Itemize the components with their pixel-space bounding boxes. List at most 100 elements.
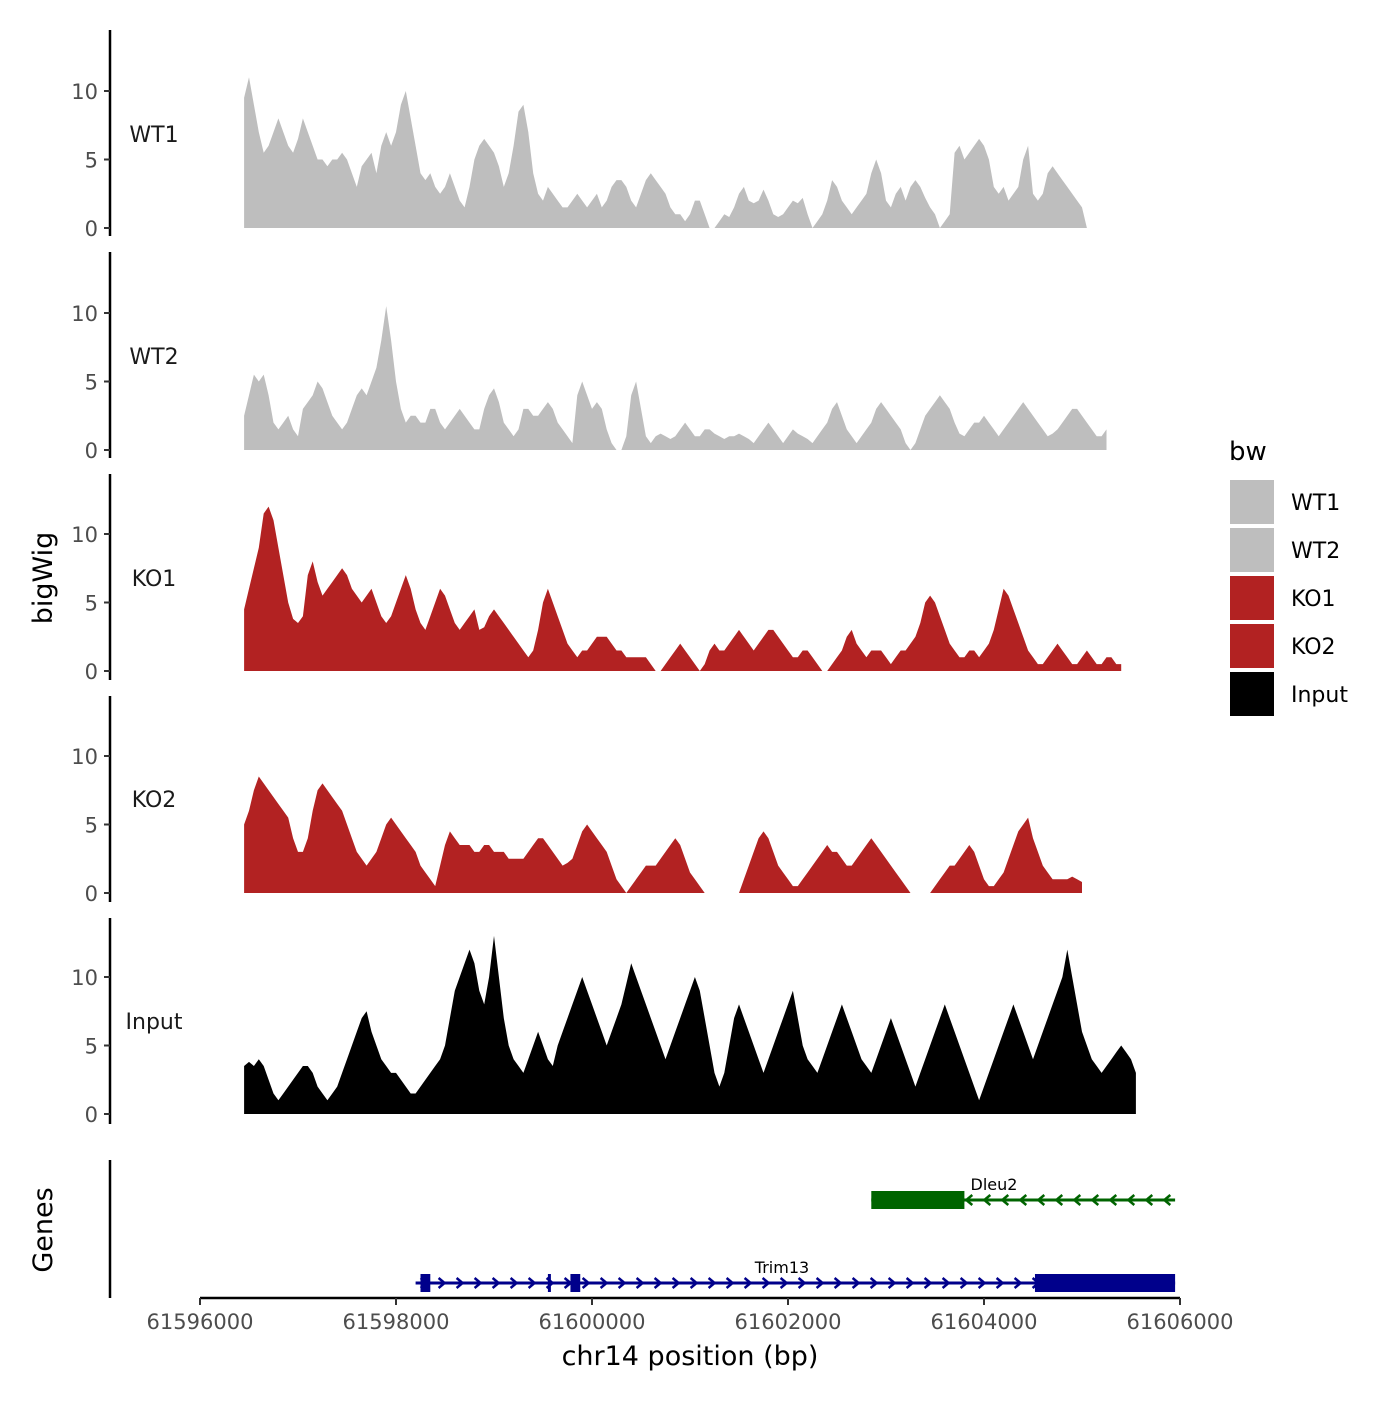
x-tick-label: 61606000 [1127, 1310, 1234, 1334]
strand-arrow [905, 1277, 915, 1289]
strand-arrow [635, 1277, 645, 1289]
track-label-wt1: WT1 [129, 123, 178, 148]
strand-arrow [527, 1277, 537, 1289]
strand-arrow [1018, 1194, 1028, 1206]
strand-arrow [491, 1277, 501, 1289]
strand-arrow [1013, 1277, 1023, 1289]
x-axis: 61596000 61598000 61600000 61602000 61604000… [147, 1296, 1234, 1334]
legend-item-input: Input [1230, 672, 1348, 716]
legend-swatch [1230, 480, 1274, 524]
strand-arrow [1108, 1194, 1118, 1206]
legend-item-wt2: WT2 [1230, 528, 1340, 572]
y-axis-title: bigWig [28, 532, 59, 625]
strand-arrow [815, 1277, 825, 1289]
track-input: Input 0 5 10 [71, 918, 1136, 1127]
y-tick-label: 10 [71, 966, 98, 990]
x-tick-label: 61598000 [343, 1310, 450, 1334]
y-tick-label: 0 [85, 882, 98, 906]
gene-trim13: Trim13 [415, 1258, 1176, 1292]
track-wt1: WT1 0 5 10 [71, 30, 1087, 241]
y-tick-label: 5 [85, 371, 98, 395]
y-tick-label: 10 [71, 80, 98, 104]
strand-arrow [455, 1277, 465, 1289]
legend-swatch [1230, 672, 1274, 716]
strand-arrow [887, 1277, 897, 1289]
strand-arrow [1144, 1194, 1154, 1206]
track-panels: WT1 0 5 10 WT2 0 5 10 KO1 0 5 10 KO2 0 5 10 Input 0 5 10 [71, 30, 1136, 1127]
genes-axis-title: Genes [28, 1187, 59, 1272]
genes-panel: Dleu2 Trim13 [108, 1160, 1176, 1298]
y-tick-label: 0 [85, 660, 98, 684]
y-tick-label: 10 [71, 745, 98, 769]
track-ko1: KO1 0 5 10 [71, 474, 1122, 684]
strand-arrow [617, 1277, 627, 1289]
strand-arrow [1162, 1194, 1172, 1206]
y-tick-label: 10 [71, 302, 98, 326]
legend-label: KO1 [1291, 587, 1336, 612]
strand-arrow [743, 1277, 753, 1289]
strand-arrow [707, 1277, 717, 1289]
strand-arrow [977, 1277, 987, 1289]
gene-dleu2: Dleu2 [871, 1175, 1176, 1209]
area-wt2 [244, 306, 1107, 450]
legend-label: Input [1291, 683, 1348, 708]
legend-label: KO2 [1291, 635, 1336, 660]
area-input [244, 935, 1136, 1114]
strand-arrow [964, 1194, 974, 1206]
x-tick-label: 61596000 [147, 1310, 254, 1334]
gene-exon [547, 1274, 551, 1292]
strand-arrow [473, 1277, 483, 1289]
x-tick-label: 61600000 [539, 1310, 646, 1334]
strand-arrow [797, 1277, 807, 1289]
y-tick-label: 0 [85, 217, 98, 241]
track-label-ko1: KO1 [132, 567, 177, 592]
legend-title: bw [1229, 437, 1267, 467]
strand-arrow [1090, 1194, 1100, 1206]
legend-swatch [1230, 576, 1274, 620]
area-ko2 [244, 776, 1083, 893]
legend-item-ko1: KO1 [1230, 576, 1336, 620]
strand-arrow [437, 1277, 447, 1289]
strand-arrow [509, 1277, 519, 1289]
strand-arrow [923, 1277, 933, 1289]
gene-exon [871, 1191, 965, 1209]
track-label-wt2: WT2 [129, 345, 178, 370]
y-tick-label: 10 [71, 523, 98, 547]
y-tick-label: 0 [85, 1103, 98, 1127]
y-tick-label: 5 [85, 592, 98, 616]
strand-arrow [959, 1277, 969, 1289]
strand-arrow [1126, 1194, 1136, 1206]
area-ko1 [244, 506, 1122, 671]
legend-label: WT2 [1291, 539, 1340, 564]
strand-arrow [761, 1277, 771, 1289]
y-tick-label: 5 [85, 1035, 98, 1059]
gene-exon [570, 1274, 581, 1292]
legend-swatch [1230, 624, 1274, 668]
strand-arrow [599, 1277, 609, 1289]
strand-arrow [689, 1277, 699, 1289]
legend-item-wt1: WT1 [1230, 480, 1340, 524]
x-tick-label: 61604000 [931, 1310, 1038, 1334]
area-wt1 [244, 77, 1087, 228]
strand-arrow [1000, 1194, 1010, 1206]
strand-arrow [869, 1277, 879, 1289]
strand-arrow [779, 1277, 789, 1289]
track-wt2: WT2 0 5 10 [71, 252, 1107, 463]
x-tick-label: 61602000 [735, 1310, 842, 1334]
strand-arrow [833, 1277, 843, 1289]
y-tick-label: 5 [85, 149, 98, 173]
legend-swatch [1230, 528, 1274, 572]
y-tick-label: 0 [85, 439, 98, 463]
track-label-input: Input [126, 1010, 183, 1035]
legend-label: WT1 [1291, 491, 1340, 516]
strand-arrow [581, 1277, 591, 1289]
strand-arrow [1072, 1194, 1082, 1206]
gene-label: Dleu2 [971, 1175, 1018, 1194]
strand-arrow [653, 1277, 663, 1289]
track-ko2: KO2 0 5 10 [71, 696, 1083, 906]
strand-arrow [1036, 1194, 1046, 1206]
track-label-ko2: KO2 [132, 788, 177, 813]
strand-arrow [851, 1277, 861, 1289]
